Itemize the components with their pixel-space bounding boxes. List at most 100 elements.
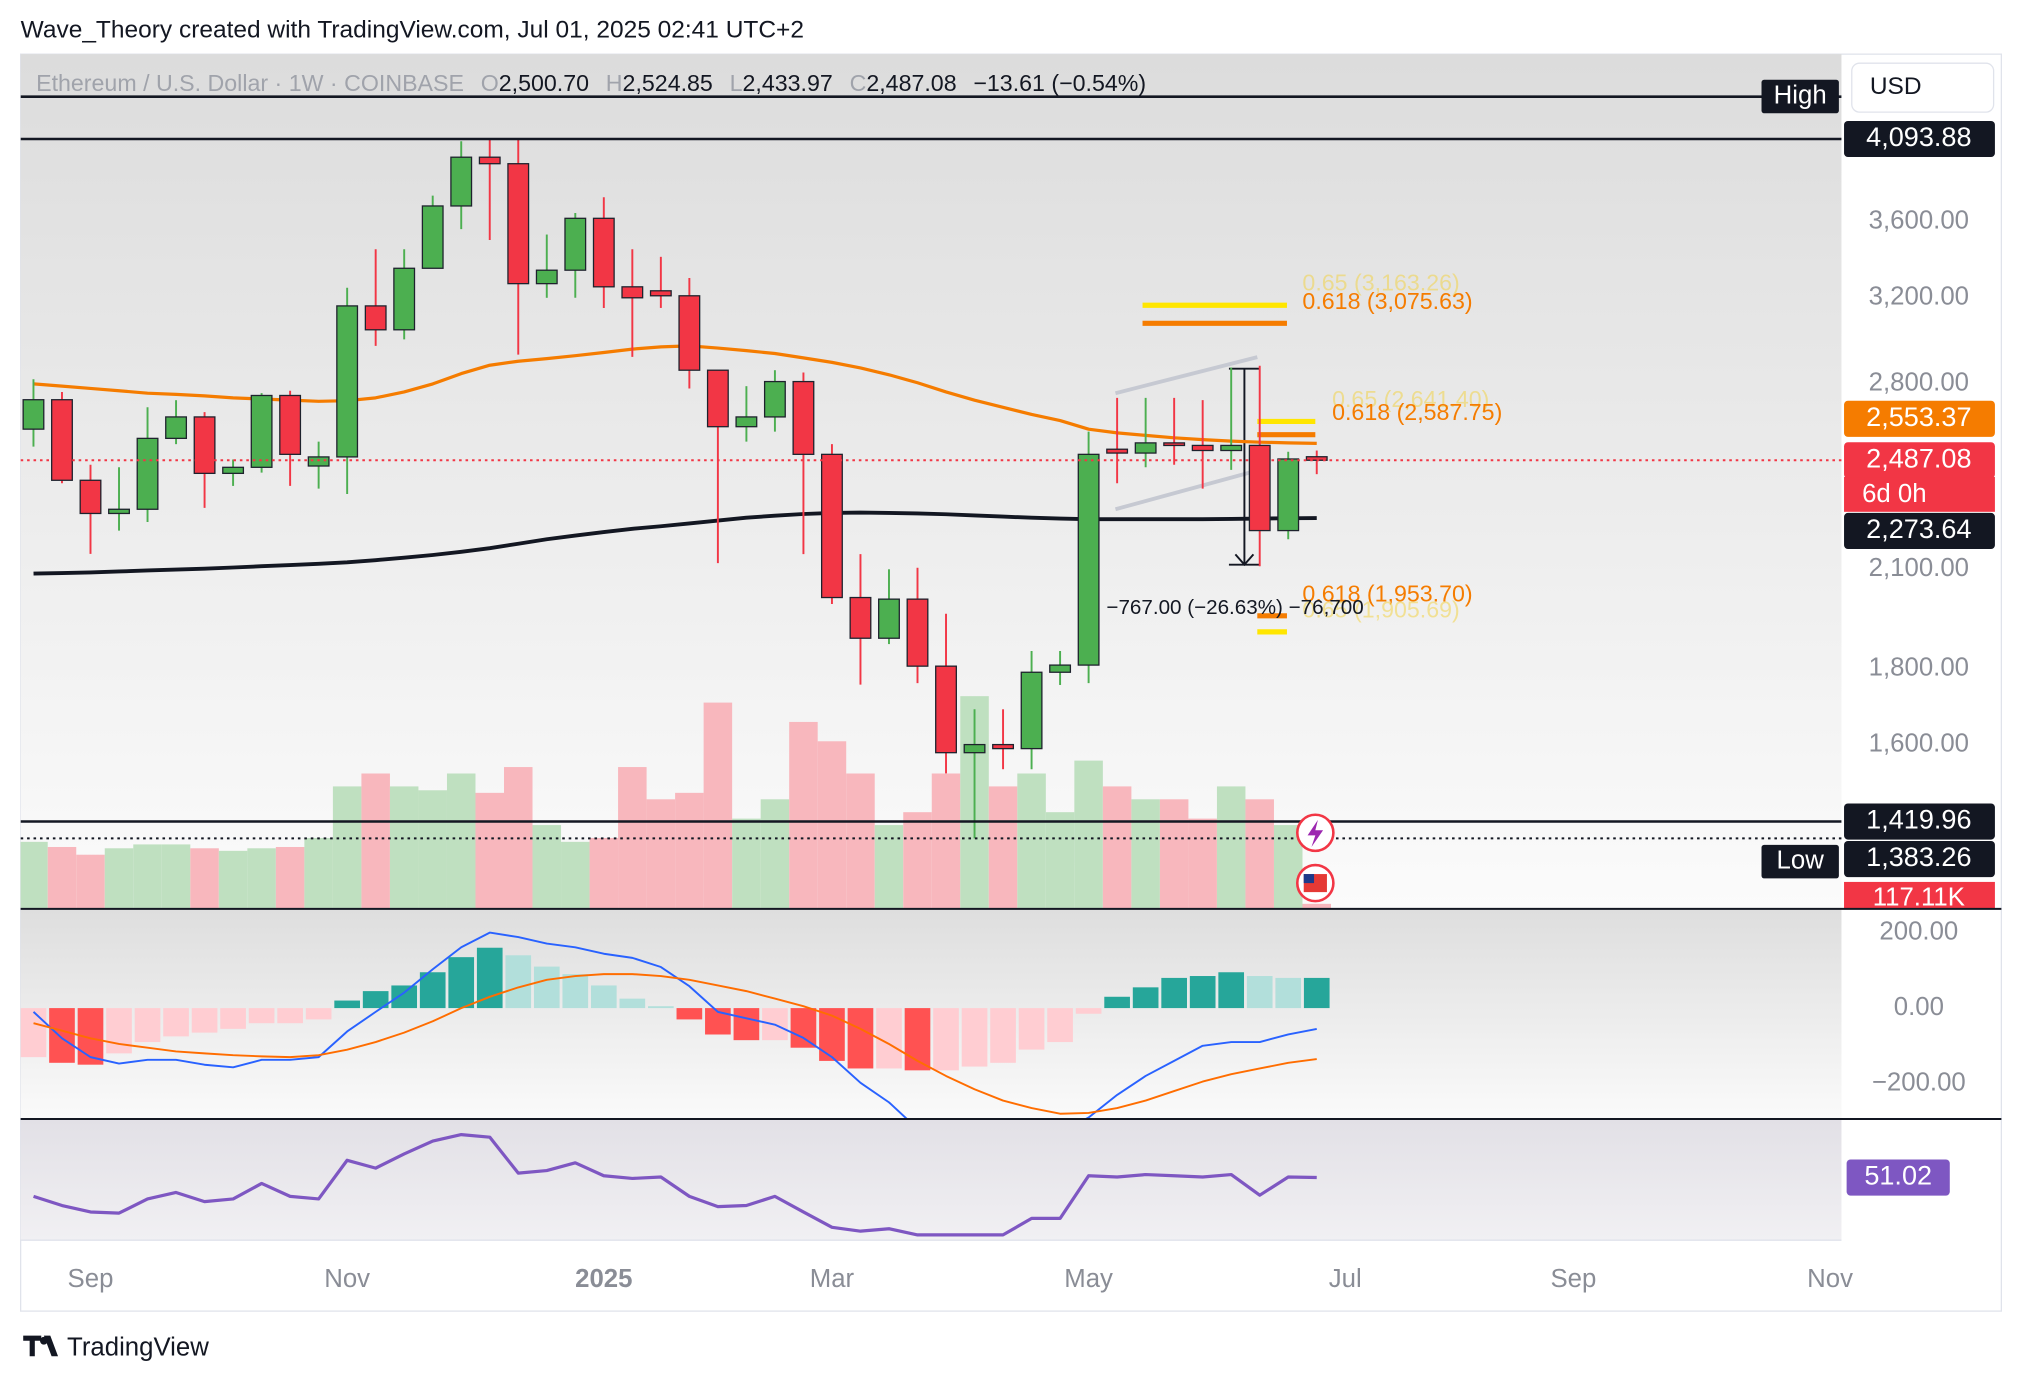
candle-body — [450, 156, 473, 207]
volume-bar — [247, 848, 276, 909]
price-tag — [1844, 120, 1995, 158]
volume-bar — [1159, 799, 1189, 909]
macd-histogram-bar — [1104, 996, 1130, 1009]
candle-body — [706, 369, 729, 428]
candle-body — [108, 508, 130, 515]
candle-body — [1277, 458, 1300, 532]
macd-histogram-bar — [191, 1008, 218, 1033]
price-tag — [1844, 840, 1995, 878]
macd-histogram-bar — [476, 947, 503, 1009]
macd-histogram-bar — [334, 1000, 360, 1009]
candle-body — [22, 399, 45, 430]
measure-arrow — [1234, 553, 1255, 567]
ohlc-value: 2,500.70 — [499, 70, 589, 96]
macd-histogram-bar — [49, 1008, 75, 1063]
volume-bar — [190, 848, 219, 909]
macd-histogram-bar — [1047, 1008, 1073, 1043]
range-marker — [1761, 844, 1839, 879]
moving-average — [33, 344, 1317, 445]
candle-body — [992, 743, 1015, 750]
price-tag-label: 4,093.88 — [1866, 121, 1971, 152]
candle-body — [649, 290, 672, 297]
candle-body — [165, 416, 188, 440]
currency-button[interactable] — [1851, 62, 1995, 113]
volume-bar — [1017, 773, 1046, 909]
candle-body — [507, 163, 530, 285]
candle-body — [1134, 442, 1157, 454]
volume-bar — [675, 792, 704, 909]
candle-body — [51, 399, 73, 481]
volume-bar — [732, 818, 761, 909]
macd-histogram-bar — [106, 1008, 132, 1054]
volume-bar — [646, 799, 676, 909]
brand: TradingView — [67, 1333, 209, 1361]
ohlc-key: C — [850, 70, 867, 96]
macd-histogram-bar — [362, 991, 389, 1009]
candle-body — [364, 305, 387, 331]
symbol: Ethereum / U.S. Dollar · 1W · COINBASE — [36, 70, 464, 96]
x-tick-label: 2025 — [575, 1265, 632, 1293]
macd-histogram-bar — [733, 1008, 760, 1041]
macd-histogram-bar — [305, 1008, 332, 1020]
macd-histogram-bar — [1018, 1008, 1045, 1050]
overlay-layer: 1,600.00 1,800.00 2,100.00 2,800.00 3,200.00… — [68, 79, 1995, 1293]
macd-tick-label: −200.00 — [1872, 1068, 1966, 1096]
candle-body — [393, 267, 416, 331]
candle-body — [79, 479, 102, 515]
volume-bar — [304, 837, 333, 909]
volume-bar — [275, 846, 305, 909]
macd-histogram-bar — [619, 998, 646, 1009]
macd-histogram-bar — [1132, 987, 1159, 1009]
volume-bar — [561, 841, 590, 909]
ohlc-key: L — [730, 70, 743, 96]
candle-body — [336, 305, 359, 458]
macd-histogram-bar — [1075, 1008, 1102, 1014]
fib-label: 0.65 (2,641.40) — [1332, 386, 1489, 412]
ohlc-change: −13.61 (−0.54%) — [973, 70, 1146, 96]
volume-bar — [589, 837, 619, 909]
ohlc-key: O — [481, 70, 499, 96]
macd-histogram-bar — [847, 1008, 874, 1069]
rsi-layer — [33, 1132, 1317, 1237]
brand-logo — [23, 1335, 59, 1357]
price-pane — [20, 54, 1842, 909]
candle-body — [592, 217, 615, 288]
volume-bar — [218, 850, 248, 909]
volume-bar — [1216, 786, 1246, 909]
macd-histogram-bar — [676, 1008, 703, 1020]
volume-bar — [389, 786, 419, 909]
price-layer: 0.65 (3,163.26)0.618 (3,075.63) 0.65 (2,6… — [20, 95, 1842, 840]
ohlc-value: 2,487.08 — [866, 70, 956, 96]
price-tag-label: 2,273.64 — [1866, 513, 1971, 544]
volume-bar — [332, 786, 362, 909]
macd-histogram-bar — [790, 1008, 817, 1048]
currency[interactable]: USD — [1870, 73, 1922, 100]
event-icon-bolt — [1307, 819, 1324, 847]
candle-body — [478, 156, 501, 165]
signal-line — [33, 973, 1317, 1115]
credit: Wave_Theory created with TradingView.com… — [21, 16, 804, 43]
candle-body — [1248, 444, 1271, 532]
price-tag-label: 1,419.96 — [1866, 804, 1971, 835]
candle-body — [735, 416, 758, 428]
candle-body — [849, 596, 872, 639]
ohlc-value: 2,524.85 — [623, 70, 713, 96]
y-tick-label: 1,600.00 — [1869, 729, 1969, 757]
macd-histogram-bar — [1189, 976, 1216, 1009]
volume-bar — [931, 773, 961, 909]
candle-body — [621, 286, 644, 299]
macd-histogram-bar — [876, 1008, 902, 1069]
price-tag-label: 2,487.08 — [1866, 442, 1971, 473]
macd-histogram-bar — [1275, 977, 1302, 1009]
volume-bar — [1074, 760, 1103, 909]
candle-body — [878, 598, 900, 639]
macd-histogram-bar — [648, 1006, 674, 1009]
price-tag-label: 1,383.26 — [1866, 841, 1971, 872]
volume-bar — [760, 799, 790, 909]
volume-bar — [1302, 903, 1332, 909]
fib-label: 0.618 (1,953.70) — [1302, 580, 1472, 606]
x-tick-label: Jul — [1329, 1265, 1362, 1293]
macd-histogram-bar — [562, 974, 589, 1009]
